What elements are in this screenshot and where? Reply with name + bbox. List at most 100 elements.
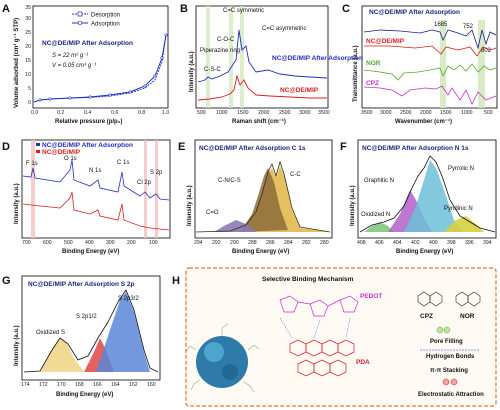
svg-text:600: 600 bbox=[43, 240, 52, 246]
plot-frame bbox=[32, 5, 169, 109]
series-after-adsorption bbox=[363, 29, 497, 50]
x-ticks: 500 1000 1500 2000 2500 3000 3500 bbox=[197, 110, 330, 116]
annot-csc: C-S-C bbox=[204, 67, 221, 73]
svg-text:500: 500 bbox=[197, 110, 206, 116]
annot-coc: C-O-C bbox=[217, 37, 235, 43]
svg-text:0.8: 0.8 bbox=[138, 110, 145, 116]
peak-cn: C-N/C-S bbox=[218, 178, 241, 184]
peak-co-fill bbox=[214, 220, 256, 232]
legend-pi-stacking: π-π Stacking bbox=[430, 368, 468, 374]
plot-frame bbox=[194, 139, 333, 239]
svg-text:162: 162 bbox=[129, 382, 138, 388]
hbond-lines bbox=[279, 317, 351, 339]
peak-1685: 1685 bbox=[434, 22, 448, 28]
x-axis-label: Raman shift (cm⁻¹) bbox=[232, 118, 286, 125]
panel-letter: B bbox=[180, 3, 188, 15]
svg-text:396: 396 bbox=[465, 240, 474, 246]
nor-molecule bbox=[455, 291, 481, 307]
x-ticks: 408 406 404 402 400 398 396 394 bbox=[357, 240, 492, 246]
series-label-after: NC@DE/MIP After Adsorption bbox=[272, 55, 363, 62]
panel-e: E NC@DE/MIP After Adsorption C 1s C-N/C-… bbox=[178, 139, 333, 255]
y-axis-label: Intensity (a.u.) bbox=[189, 51, 195, 92]
panel-title: NC@DE/MIP After Adsorption N 1s bbox=[362, 145, 469, 152]
peak-f1s: F 1s bbox=[26, 161, 38, 167]
svg-text:0: 0 bbox=[28, 100, 31, 106]
svg-text:280: 280 bbox=[320, 240, 329, 246]
peak-oxidized-fill bbox=[364, 222, 394, 232]
x-ticks: 294 292 290 288 286 284 282 280 bbox=[194, 240, 329, 246]
panel-c: C NC@DE/MIP After Adsorption NC@DE/MIP N… bbox=[342, 3, 498, 125]
svg-text:172: 172 bbox=[39, 382, 48, 388]
x-ticks: 3500 3000 2500 2000 1500 1000 500 bbox=[361, 110, 493, 116]
legend-desorption: Desorption bbox=[91, 13, 120, 19]
series-nor bbox=[363, 63, 497, 81]
peak-752: 752 bbox=[463, 24, 474, 30]
plot-frame bbox=[195, 5, 329, 109]
x-ticks: 700 600 500 400 300 200 100 bbox=[22, 240, 158, 246]
peak-s2p32-fill bbox=[96, 292, 150, 372]
peak-s2p32: S 2p3/2 bbox=[118, 296, 139, 302]
peak-s2p12: S 2p1/2 bbox=[76, 314, 97, 320]
panel-letter: D bbox=[2, 141, 10, 153]
pedot-chain bbox=[279, 295, 359, 317]
plot-frame bbox=[357, 139, 497, 239]
panel-f: F NC@DE/MIP After Adsorption N 1s Graphi… bbox=[340, 139, 497, 255]
peak-s2p: S 2p bbox=[150, 170, 163, 176]
svg-text:1500: 1500 bbox=[237, 110, 249, 116]
svg-text:2000: 2000 bbox=[420, 110, 432, 116]
panel-title: NC@DE/MIP After Adsorption bbox=[42, 40, 133, 47]
svg-text:300: 300 bbox=[106, 240, 115, 246]
pore-volume: V = 0.05 cm³ g⁻¹ bbox=[52, 63, 96, 69]
x-axis-label: Relative pressure (p/p₀) bbox=[55, 119, 122, 125]
svg-text:174: 174 bbox=[21, 382, 30, 388]
svg-text:160: 160 bbox=[147, 382, 156, 388]
svg-text:164: 164 bbox=[111, 382, 120, 388]
svg-text:30: 30 bbox=[25, 16, 31, 22]
legend-adsorption: Adsorption bbox=[91, 22, 120, 28]
panel-title: Selective Binding Mechanism bbox=[262, 276, 354, 283]
pda-chain bbox=[289, 339, 355, 377]
svg-text:35: 35 bbox=[25, 5, 31, 11]
plot-frame bbox=[21, 275, 161, 381]
svg-text:10: 10 bbox=[25, 72, 31, 78]
series-label-after: NC@DE/MIP After Adsorption bbox=[369, 9, 460, 16]
surface-chains bbox=[185, 323, 260, 393]
x-axis-label: Binding Energy (eV) bbox=[62, 249, 119, 255]
panel-a: A Desorption Adsorption NC@DE/MIP After … bbox=[2, 3, 169, 125]
svg-text:402: 402 bbox=[411, 240, 420, 246]
series-after-adsorption bbox=[197, 29, 328, 83]
adsorption-markers bbox=[38, 33, 168, 102]
svg-text:0.2: 0.2 bbox=[57, 110, 64, 116]
series-label-nor: NOR bbox=[366, 60, 381, 67]
svg-text:1.0: 1.0 bbox=[162, 110, 169, 116]
peak-802: 802 bbox=[481, 48, 492, 54]
panel-title: NC@DE/MIP After Adsorption C 1s bbox=[199, 145, 306, 152]
legend-hbonds: Hydrogen Bonds bbox=[426, 354, 475, 360]
svg-text:200: 200 bbox=[127, 240, 136, 246]
y-axis-label: Intensity (a.u.) bbox=[14, 183, 20, 224]
x-axis-label: Wavenumber (cm⁻¹) bbox=[395, 118, 452, 125]
y-axis-label: Intensity (a.u.) bbox=[14, 325, 20, 366]
series-cpz bbox=[363, 85, 497, 105]
svg-text:3000: 3000 bbox=[380, 110, 392, 116]
svg-text:170: 170 bbox=[57, 382, 66, 388]
annot-piperazine: Piperazine ring bbox=[200, 48, 240, 54]
legend-pore-filling: Pore Filling bbox=[430, 339, 463, 345]
svg-text:282: 282 bbox=[302, 240, 311, 246]
peak-pyrrolic: Pyrrolic N bbox=[448, 166, 474, 172]
series-after-adsorption bbox=[22, 159, 170, 201]
svg-text:406: 406 bbox=[375, 240, 384, 246]
svg-text:2000: 2000 bbox=[258, 110, 270, 116]
svg-text:408: 408 bbox=[357, 240, 366, 246]
series-label-pristine: NC@DE/MIP bbox=[366, 38, 405, 45]
mechanism-legend: Pore Filling Hydrogen Bonds π-π Stacking… bbox=[418, 326, 484, 398]
svg-text:3500: 3500 bbox=[361, 110, 373, 116]
svg-text:2500: 2500 bbox=[400, 110, 412, 116]
legend-electrostatic: Electrostatic Attraction bbox=[418, 392, 484, 398]
panel-letter: E bbox=[178, 141, 185, 153]
panel-d: D NC@DE/MIP After Adsorption NC@DE/MIP F… bbox=[2, 139, 171, 255]
label-cpz: CPZ bbox=[420, 313, 433, 320]
series-pristine bbox=[22, 191, 170, 231]
plot-frame bbox=[361, 5, 498, 109]
